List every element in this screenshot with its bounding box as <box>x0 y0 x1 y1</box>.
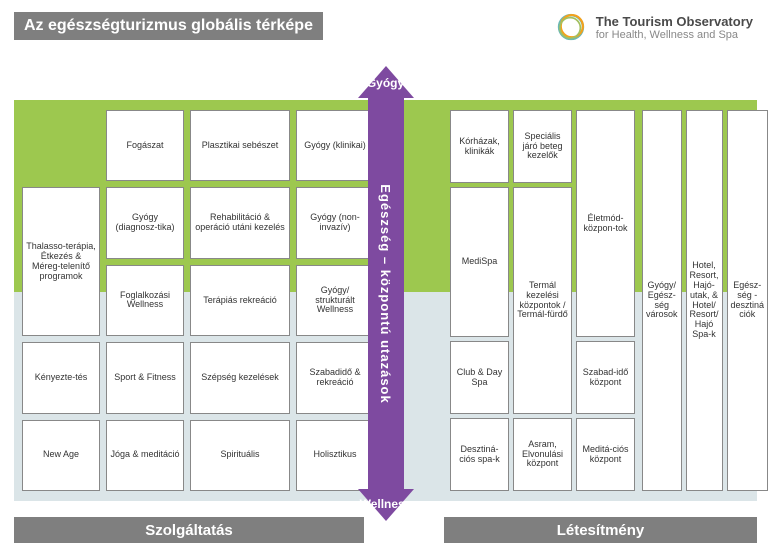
services-grid: FogászatPlasztikai sebészetGyógy (klinik… <box>14 100 364 501</box>
footer-left: Szolgáltatás <box>14 517 364 543</box>
facilities-area: Kórházak, klinikákSpeciális járó beteg k… <box>444 100 757 501</box>
service-cell: Gyógy (non-invazív) <box>296 187 374 258</box>
service-cell: Szépség kezelések <box>190 342 290 413</box>
service-cell: Sport & Fitness <box>106 342 184 413</box>
service-cell: Gyógy/ strukturált Wellness <box>296 265 374 336</box>
footer-right: Létesítmény <box>444 517 757 543</box>
arrow-up-icon <box>358 66 414 98</box>
service-cell: Foglalkozási Wellness <box>106 265 184 336</box>
facilities-grid: Kórházak, klinikákSpeciális járó beteg k… <box>450 110 635 491</box>
facility-cell: Termál kezelési központok / Termál-fürdő <box>513 187 572 414</box>
facility-cell: Kórházak, klinikák <box>450 110 509 183</box>
facility-tall-cell: Gyógy/ Egész-ség városok <box>642 110 682 491</box>
service-cell: Holisztikus <box>296 420 374 491</box>
facility-cell: Életmód-közpon-tok <box>576 110 635 337</box>
service-cell: New Age <box>22 420 100 491</box>
facility-cell: Desztiná-ciós spa-k <box>450 418 509 491</box>
facility-tall-cell: Egész-ség - desztiná ciók <box>727 110 769 491</box>
service-cell: Spirituális <box>190 420 290 491</box>
chart-area: FogászatPlasztikai sebészetGyógy (klinik… <box>14 100 757 501</box>
logo-text-line2: for Health, Wellness and Spa <box>596 29 753 41</box>
service-cell: Rehabilitáció & operáció utáni kezelés <box>190 187 290 258</box>
facility-cell: Speciális járó beteg kezelők <box>513 110 572 183</box>
facilities-tall-cols: Gyógy/ Egész-ség városokHotel, Resort, H… <box>642 110 757 491</box>
service-cell: Jóga & meditáció <box>106 420 184 491</box>
facility-cell: MediSpa <box>450 187 509 337</box>
facility-cell: Meditá-ciós központ <box>576 418 635 491</box>
page-title: Az egészségturizmus globális térképe <box>14 12 323 40</box>
service-cell: Thalasso-terápia, Étkezés & Méreg-telení… <box>22 187 100 336</box>
logo-icon <box>554 10 588 44</box>
service-cell: Fogászat <box>106 110 184 181</box>
service-cell: Gyógy (klinikai) <box>296 110 374 181</box>
service-cell: Terápiás rekreáció <box>190 265 290 336</box>
facility-cell: Szabad-idő központ <box>576 341 635 414</box>
facility-cell: Asram, Elvonulási központ <box>513 418 572 491</box>
facility-tall-cell: Hotel, Resort, Hajó-utak, & Hotel/ Resor… <box>686 110 723 491</box>
logo-text-line1: The Tourism Observatory <box>596 14 753 29</box>
service-cell: Szabadidő & rekreáció <box>296 342 374 413</box>
axis-label-top: Gyógy <box>367 76 404 90</box>
facility-cell: Club & Day Spa <box>450 341 509 414</box>
service-cell: Gyógy (diagnosz-tika) <box>106 187 184 258</box>
service-cell: Plasztikai sebészet <box>190 110 290 181</box>
service-cell: Kényezte-tés <box>22 342 100 413</box>
logo: The Tourism Observatory for Health, Well… <box>554 10 753 44</box>
